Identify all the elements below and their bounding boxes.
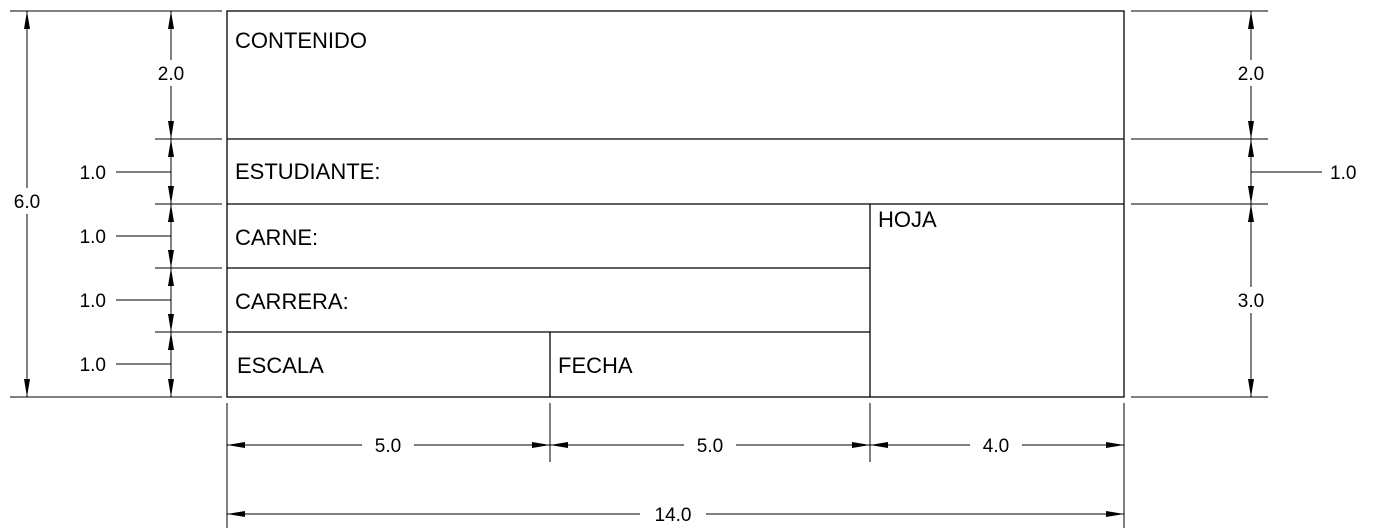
left-total-label: 6.0 (14, 192, 40, 213)
bottom-dimensions: 5.0 5.0 4.0 14.0 (226, 403, 1125, 528)
cell-carne: CARNE: (235, 225, 318, 250)
left-total-arrow-top (24, 11, 30, 29)
bottom-total-label: 14.0 (655, 505, 692, 526)
right-hoja-label: 3.0 (1238, 291, 1264, 312)
left-carrera-label: 1.0 (80, 291, 106, 312)
cell-hoja: HOJA (878, 207, 937, 232)
bottom-fecha-label: 5.0 (697, 436, 723, 457)
cell-escala: ESCALA (237, 353, 324, 378)
right-estudiante-label: 1.0 (1330, 163, 1356, 184)
bottom-escala-label: 5.0 (375, 436, 401, 457)
right-contenido-label: 2.0 (1238, 64, 1264, 85)
cell-estudiante: ESTUDIANTE: (235, 159, 380, 184)
cell-fecha: FECHA (558, 353, 633, 378)
left-estudiante-label: 1.0 (80, 163, 106, 184)
left-total-arrow-bottom (24, 379, 30, 397)
bottom-hoja-label: 4.0 (983, 436, 1009, 457)
title-block-table: CONTENIDO ESTUDIANTE: CARNE: CARRERA: ES… (226, 10, 1125, 398)
cell-contenido: CONTENIDO (235, 28, 367, 53)
right-dimensions: 2.0 1.0 3.0 (1131, 10, 1356, 398)
cell-carrera: CARRERA: (235, 289, 349, 314)
left-dimensions: 6.0 2.0 1.0 1.0 1.0 1.0 (6, 10, 222, 398)
left-escala-label: 1.0 (80, 355, 106, 376)
left-contenido-label: 2.0 (158, 64, 184, 85)
left-carne-label: 1.0 (80, 227, 106, 248)
